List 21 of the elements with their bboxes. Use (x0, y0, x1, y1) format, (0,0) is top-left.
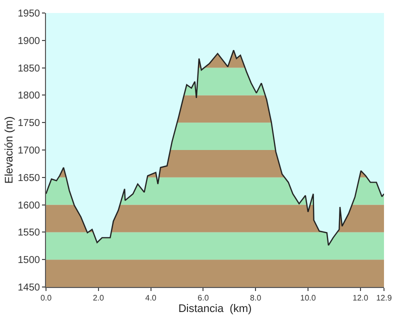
y-axis-title: Elevación (m) (3, 116, 16, 184)
y-tick-label: 1600 (18, 200, 40, 212)
x-tick-label: 12.9 (376, 294, 392, 303)
x-tick-label: 10.0 (300, 294, 316, 303)
x-tick-label: 4.0 (145, 294, 157, 303)
y-tick-label: 1500 (18, 255, 40, 266)
x-tick-label: 2.0 (92, 294, 105, 303)
y-tick-label: 1550 (18, 228, 40, 239)
y-tick-label: 1800 (18, 90, 40, 102)
y-tick-label: 1450 (18, 282, 40, 294)
x-tick-label: 6.0 (198, 294, 210, 303)
y-tick-label: 1700 (18, 146, 40, 156)
x-tick-label: 0.0 (40, 294, 52, 303)
y-tick-label: 1900 (18, 36, 40, 47)
y-tick-label: 1950 (18, 8, 40, 20)
x-tick-label: 8.0 (250, 294, 262, 303)
x-axis-title: Distancia (km) (178, 302, 252, 315)
y-tick-label: 1850 (18, 63, 40, 74)
y-tick-label: 1750 (18, 118, 40, 130)
x-tick-label: 12.0 (352, 294, 369, 303)
y-tick-label: 1650 (18, 172, 40, 184)
